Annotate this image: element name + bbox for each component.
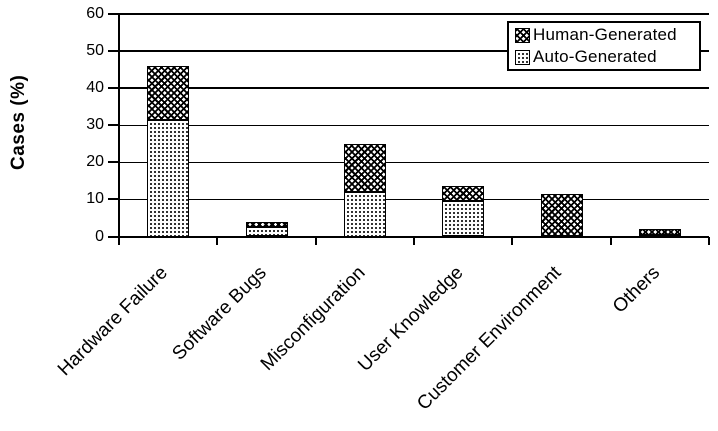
legend-row-auto-generated: Auto-Generated (515, 47, 699, 68)
bar-segment-user-knowledge-human-generated (442, 186, 485, 202)
y-tick-label-40: 40 (86, 79, 104, 97)
bar-segment-misconfiguration-human-generated (343, 143, 386, 192)
gridline-60 (119, 13, 709, 15)
y-tick-40 (108, 87, 119, 90)
gridline-30 (119, 124, 709, 126)
bar-segment-misconfiguration-auto-generated (343, 192, 386, 237)
y-axis-line (118, 14, 120, 238)
x-axis-line (108, 235, 709, 238)
legend-row-human-generated: Human-Generated (515, 25, 699, 46)
y-tick-label-30: 30 (86, 116, 104, 134)
legend: Human-Generated Auto-Generated (507, 21, 701, 71)
gridline-40 (119, 87, 709, 89)
bar-segment-customer-environment-human-generated (540, 193, 583, 237)
bar-segment-software-bugs-auto-generated (245, 227, 288, 237)
y-tick-20 (108, 161, 119, 164)
y-tick-10 (108, 198, 119, 201)
gridline-10 (119, 198, 709, 201)
bar-segment-others-human-generated (638, 229, 681, 235)
x-category-label-user-knowledge: User Knowledge (353, 262, 468, 376)
y-axis-title: Cases (%) (8, 74, 29, 170)
x-tick-0 (118, 237, 120, 245)
bar-segment-user-knowledge-auto-generated (442, 201, 485, 237)
legend-swatch-human-generated-icon (515, 27, 530, 43)
y-tick-label-20: 20 (86, 153, 104, 171)
y-tick-30 (108, 124, 119, 127)
y-tick-label-50: 50 (86, 42, 104, 60)
y-tick-label-0: 0 (95, 227, 104, 245)
x-tick-4 (511, 237, 514, 245)
y-tick-50 (108, 50, 119, 53)
x-category-label-misconfiguration: Misconfiguration (256, 262, 369, 375)
bar-segment-software-bugs-human-generated (245, 221, 288, 228)
x-category-label-software-bugs: Software Bugs (168, 262, 271, 365)
x-category-label-hardware-failure: Hardware Failure (54, 262, 173, 381)
y-tick-60 (108, 13, 119, 15)
y-tick-label-10: 10 (86, 190, 104, 208)
x-tick-2 (314, 237, 317, 245)
legend-swatch-auto-generated-icon (515, 49, 530, 65)
x-category-label-others: Others (608, 262, 664, 318)
bar-segment-hardware-failure-human-generated (147, 65, 190, 120)
bar-segment-hardware-failure-auto-generated (147, 119, 190, 237)
x-tick-1 (216, 237, 219, 245)
legend-label-human-generated: Human-Generated (533, 25, 677, 44)
x-tick-3 (413, 237, 415, 245)
x-tick-6 (708, 237, 710, 245)
legend-label-auto-generated: Auto-Generated (533, 47, 657, 66)
gridline-20 (119, 161, 709, 164)
y-tick-label-60: 60 (86, 5, 104, 22)
bar-segment-others-auto-generated (638, 234, 681, 237)
gridline-50 (119, 50, 709, 52)
x-tick-5 (609, 237, 612, 245)
